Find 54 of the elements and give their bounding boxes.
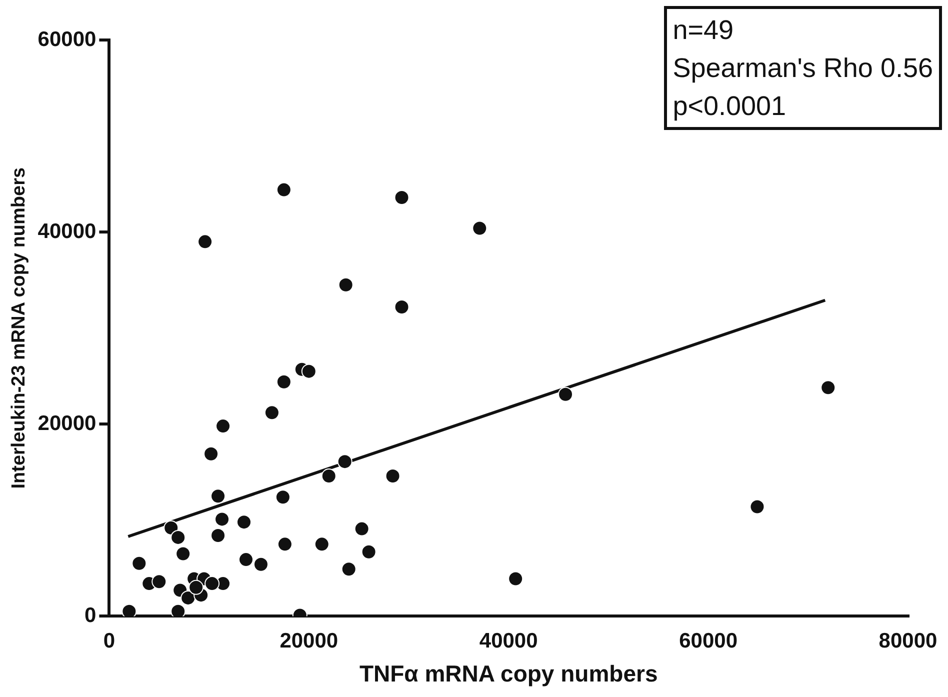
point [170,530,186,545]
point [276,182,292,198]
point [338,277,354,292]
x-tick-label: 60000 [679,630,738,653]
point [198,234,213,250]
point [354,521,370,536]
x-tick-label: 40000 [479,630,538,653]
point [238,552,254,568]
point [337,454,352,470]
point [176,546,191,562]
point [314,536,330,552]
point [216,418,231,434]
y-tick-label: 20000 [38,412,96,435]
x-tick-label: 0 [103,630,116,653]
point [341,562,356,577]
y-tick-label: 40000 [38,220,96,243]
x-tick-label: 20000 [280,630,338,653]
annotation: Spearman's Rho 0.56 [672,52,933,85]
point [750,499,765,514]
point [277,536,292,552]
point [558,386,574,402]
point [180,590,196,606]
point [472,220,488,236]
point [204,446,219,462]
point [210,528,226,544]
y-tick-label: 60000 [38,28,96,51]
point [164,520,179,536]
x-tick-label: 80000 [878,630,938,653]
point [264,405,280,420]
point [152,574,167,590]
point [210,488,226,504]
point [508,571,524,586]
point [214,512,230,527]
point [394,190,410,205]
point [204,576,220,592]
point [394,299,410,314]
x-axis-title: TNFα mRNA copy numbers [359,660,658,687]
point [301,364,316,379]
point [253,556,268,572]
y-tick-label: 0 [84,604,96,627]
point [276,374,292,390]
annotation: n=49 [672,14,735,47]
point [385,468,400,484]
point [188,580,204,595]
point [170,604,186,616]
point [122,604,137,616]
annotation: p<0.0001 [672,90,788,123]
y-axis-title: Interleukin-23 mRNA copy numbers [8,167,30,489]
point [236,514,252,530]
point [275,490,290,505]
point [132,556,147,571]
point [321,468,336,484]
point [820,380,836,396]
point [361,544,376,560]
